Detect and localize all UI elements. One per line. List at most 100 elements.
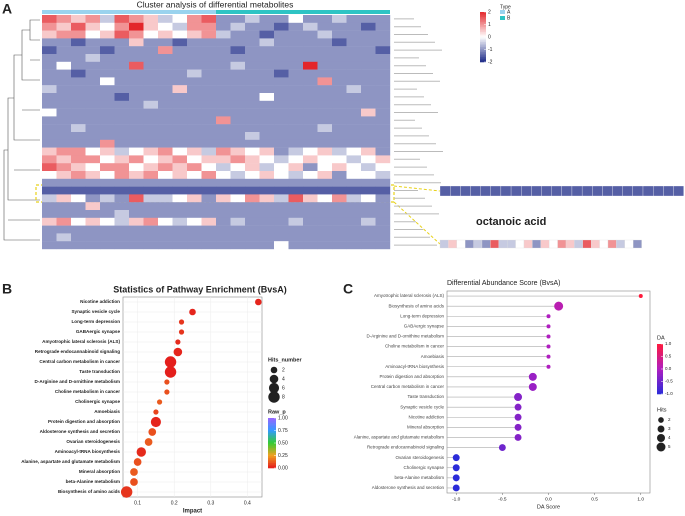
- heatmap-cell: [288, 116, 304, 125]
- heatmap-cell: [375, 202, 391, 211]
- heatmap-cell: [129, 124, 144, 133]
- zoom-cell: [581, 185, 593, 197]
- heatmap-cell: [201, 116, 217, 125]
- heatmap-cell: [187, 178, 202, 187]
- heatmap-cell: [230, 225, 246, 234]
- heatmap-cell: [259, 147, 275, 156]
- heatmap-cell: [42, 38, 57, 47]
- heatmap-cell: [129, 178, 144, 187]
- heatmap-cell: [85, 132, 101, 140]
- heatmap-cell: [288, 171, 304, 179]
- heatmap-cell: [317, 210, 333, 218]
- legend-bubble: [269, 374, 279, 384]
- heatmap-cell: [288, 194, 304, 203]
- heatmap-cell: [346, 93, 362, 101]
- colorbar-step: [657, 365, 663, 368]
- y-tick-label: Amoebiasis: [421, 354, 445, 359]
- heatmap-cell: [56, 124, 72, 133]
- y-tick-label: Mineral absorption: [407, 425, 445, 430]
- group-bar: [187, 10, 202, 14]
- heatmap-cell: [187, 139, 202, 148]
- heatmap-cell: [303, 30, 318, 39]
- heatmap-cell: [361, 233, 376, 242]
- heatmap-cell: [332, 85, 347, 94]
- heatmap-cell: [230, 186, 246, 195]
- heatmap-cell: [259, 217, 275, 226]
- heatmap-cell: [259, 30, 275, 39]
- heatmap-cell: [375, 77, 391, 86]
- heatmap-cell: [230, 139, 246, 148]
- heatmap-cell: [172, 108, 188, 117]
- heatmap-cell: [129, 85, 144, 94]
- heatmap-cell: [317, 85, 333, 94]
- colorbar-label: 1.0: [665, 341, 672, 346]
- heatmap-cell: [129, 210, 144, 218]
- colorbar-label: 0.0: [665, 366, 672, 371]
- heatmap-cell: [274, 69, 289, 78]
- heatmap-cell: [158, 241, 173, 250]
- heatmap-cell: [71, 233, 86, 242]
- heatmap-cell: [332, 116, 347, 125]
- heatmap-cell: [42, 147, 57, 156]
- colorbar-label: 0.00: [278, 465, 288, 471]
- heatmap-cell: [114, 163, 130, 172]
- heatmap-cell: [71, 132, 86, 140]
- y-tick-label: beta-Alanine metabolism: [394, 475, 444, 480]
- colorbar-step: [268, 433, 276, 435]
- heatmap-cell: [259, 77, 275, 86]
- heatmap-cell: [216, 155, 231, 164]
- colorbar-label: 0.5: [665, 354, 672, 359]
- bubble: [164, 356, 177, 368]
- heatmap-cell: [201, 225, 217, 234]
- heatmap-cell: [303, 116, 318, 125]
- heatmap-cell: [158, 46, 173, 55]
- heatmap-cell: [216, 93, 231, 101]
- heatmap-cell: [56, 22, 72, 31]
- heatmap-cell: [332, 139, 347, 148]
- heatmap-cell: [158, 210, 173, 218]
- heatmap-cell: [317, 178, 333, 187]
- colorbar-step: [657, 362, 663, 365]
- heatmap-cell: [317, 46, 333, 55]
- heatmap-cell: [201, 61, 217, 70]
- heatmap-cell: [375, 233, 391, 242]
- heatmap-cell: [201, 85, 217, 94]
- heatmap-cell: [303, 93, 318, 101]
- heatmap-cell: [288, 217, 304, 226]
- lollipop-head: [498, 444, 506, 452]
- heatmap-cell: [100, 77, 115, 86]
- heatmap-cell: [158, 54, 173, 62]
- heatmap-cell: [114, 210, 130, 218]
- heatmap-cell: [332, 217, 347, 226]
- heatmap-cell: [303, 15, 318, 23]
- heatmap-cell: [216, 225, 231, 234]
- zoom-cell: [490, 185, 502, 197]
- colorbar-step: [657, 364, 663, 366]
- bubble: [173, 347, 183, 357]
- bubble: [136, 447, 146, 457]
- heatmap-cell: [42, 85, 57, 94]
- heatmap-cell: [346, 202, 362, 211]
- heatmap-cell: [85, 54, 101, 62]
- heatmap-cell: [187, 108, 202, 117]
- heatmap-cell: [259, 225, 275, 234]
- y-tick-label: Long-term depression: [72, 319, 121, 324]
- heatmap-cell: [259, 108, 275, 117]
- heatmap-cell: [71, 186, 86, 195]
- heatmap-cell: [346, 225, 362, 234]
- panel-letter: C: [343, 281, 353, 297]
- colorbar-step: [480, 32, 486, 34]
- colorbar-step: [268, 434, 276, 437]
- lollipop-head: [546, 354, 551, 359]
- heatmap-cell: [201, 202, 217, 211]
- heatmap-cell: [245, 22, 260, 31]
- heatmap-cell: [56, 93, 72, 101]
- y-tick-label: Synaptic vesicle cycle: [71, 309, 120, 314]
- heatmap-cell: [288, 124, 304, 133]
- heatmap-cell: [71, 85, 86, 94]
- colorbar-step: [268, 438, 276, 440]
- heatmap-cell: [245, 93, 260, 101]
- heatmap-cell: [158, 116, 173, 125]
- heatmap-cell: [274, 210, 289, 218]
- x-tick-label: -0.5: [498, 496, 507, 502]
